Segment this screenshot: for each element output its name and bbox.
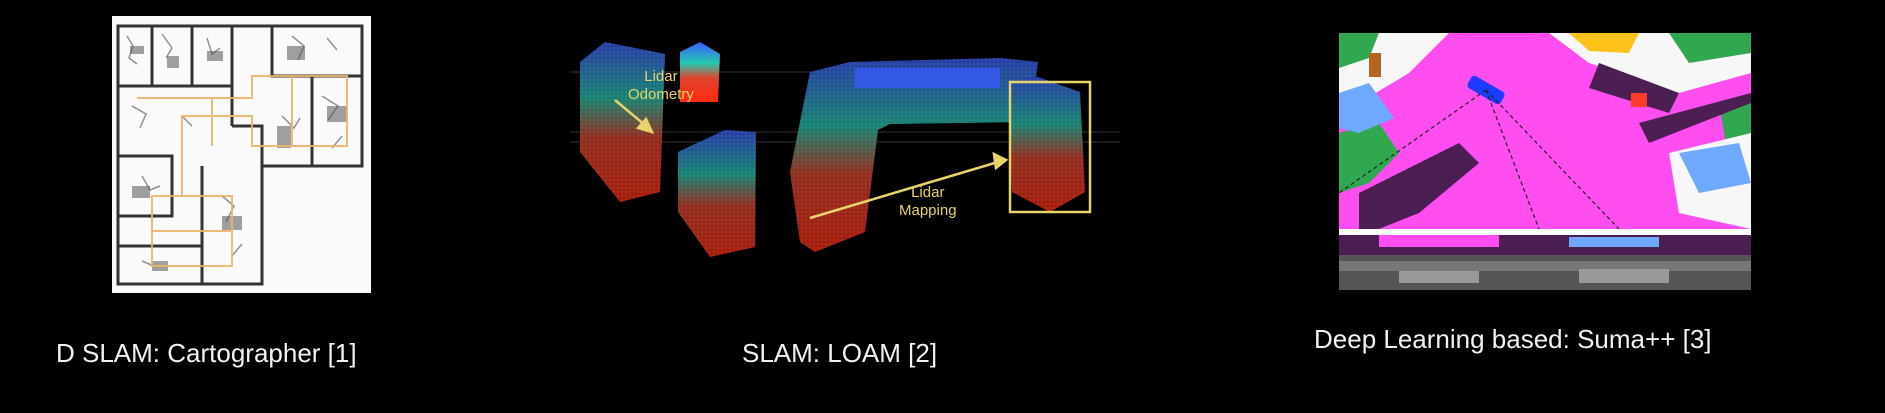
lidar-mapping-label: Lidar Mapping xyxy=(899,184,957,220)
suma-semantic-graphic xyxy=(1339,33,1751,290)
loam-pointcloud-image: Lidar Odometry Lidar Mapping xyxy=(560,42,1148,272)
cartographer-map-graphic xyxy=(112,16,371,293)
mapping-label-line1: Lidar xyxy=(911,184,945,201)
loam-pointcloud-graphic xyxy=(570,42,1120,257)
odometry-label-line2: Odometry xyxy=(628,86,694,103)
suma-semantic-image xyxy=(1339,33,1751,290)
mapping-highlight-box xyxy=(1008,80,1092,214)
cartographer-map-image xyxy=(112,16,371,293)
loam-caption: SLAM: LOAM [2] xyxy=(742,338,938,368)
suma-caption: Deep Learning based: Suma++ [3] xyxy=(1314,324,1712,354)
mapping-label-line2: Mapping xyxy=(899,202,957,219)
lidar-odometry-label: Lidar Odometry xyxy=(628,68,694,104)
odometry-label-line1: Lidar xyxy=(644,68,678,85)
cartographer-caption: D SLAM: Cartographer [1] xyxy=(56,338,357,368)
